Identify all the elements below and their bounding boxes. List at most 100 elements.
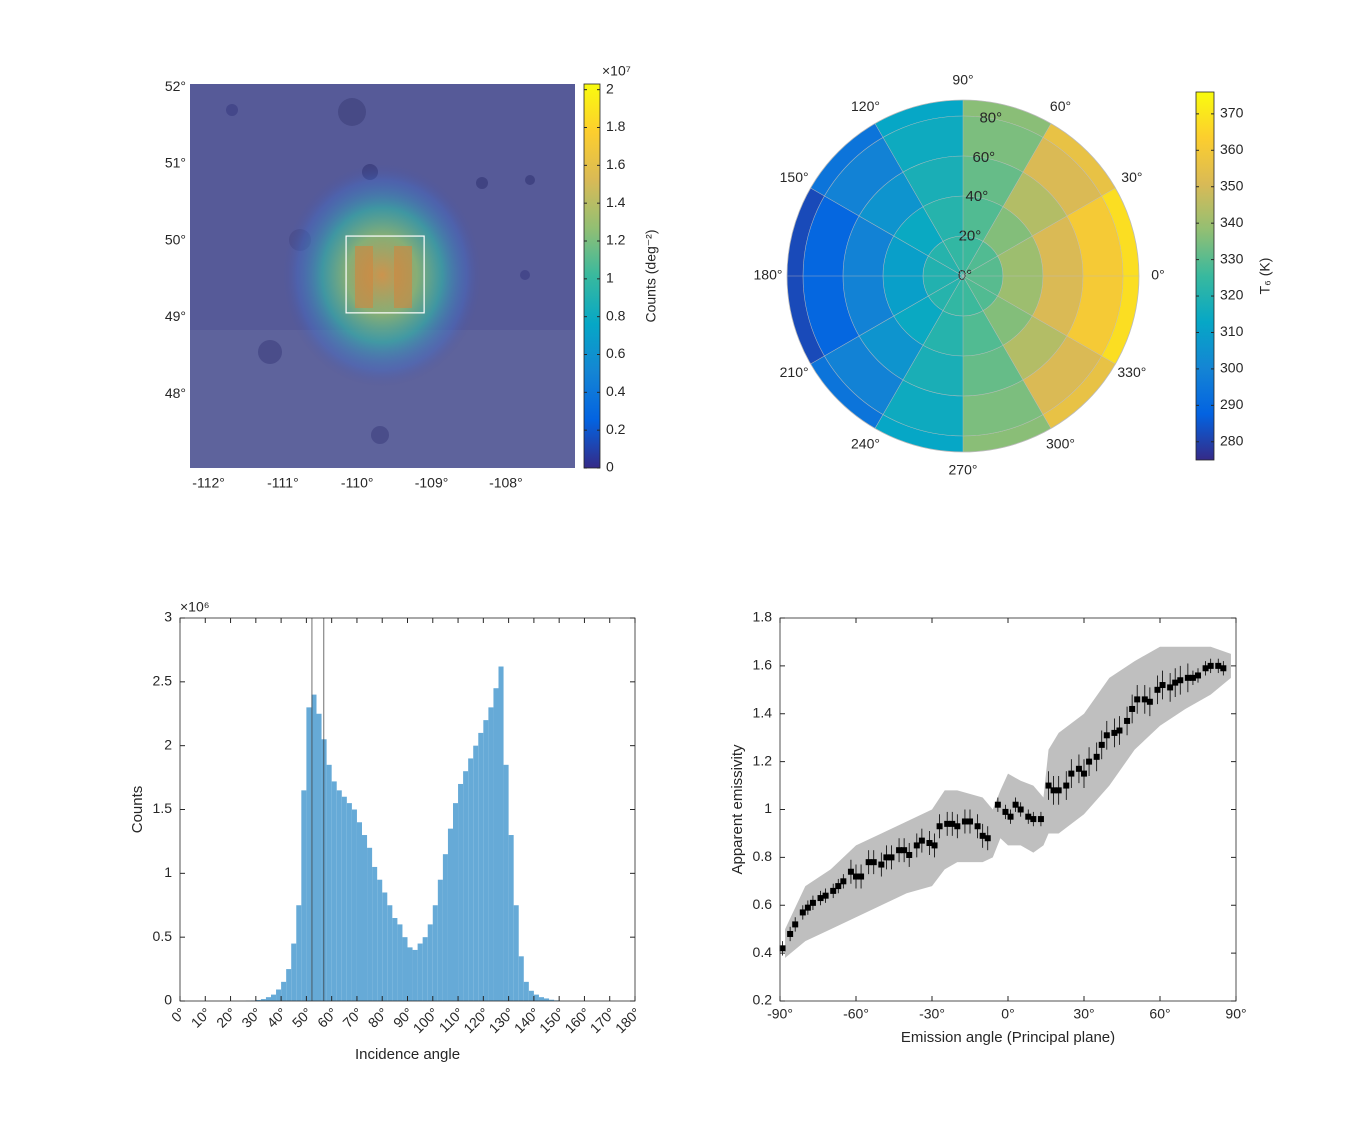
colorbar-tick-label: 1 <box>606 270 614 286</box>
mean-point <box>810 900 816 906</box>
histogram-bar <box>301 790 306 1001</box>
histogram-bar <box>453 803 458 1001</box>
mean-point <box>1094 754 1100 760</box>
mean-point <box>1030 816 1036 822</box>
histogram-bar <box>347 803 352 1001</box>
x-tick-label: -110° <box>341 475 374 491</box>
y-tick-label: 2 <box>164 736 172 752</box>
mean-point <box>937 823 943 829</box>
mean-point <box>858 874 864 880</box>
mean-point <box>878 862 884 868</box>
y-tick-label: 48° <box>165 385 186 401</box>
histogram-bar <box>357 822 362 1001</box>
y-tick-label: 0.5 <box>153 928 173 944</box>
y-tick-label: 2.5 <box>153 673 173 689</box>
mean-point <box>1056 787 1062 793</box>
y-tick-label: 0.2 <box>753 992 773 1008</box>
x-tick-label: 40° <box>264 1004 290 1030</box>
x-tick-label: 60° <box>314 1004 340 1030</box>
colorbar <box>1196 92 1214 460</box>
x-tick-label: 120° <box>460 1004 492 1036</box>
theta-tick-label: 180° <box>754 267 783 283</box>
x-tick-label: -112° <box>192 475 225 491</box>
x-tick-label: -30° <box>919 1006 945 1022</box>
x-tick-label: 10° <box>188 1004 214 1030</box>
mean-point <box>1063 783 1069 789</box>
histogram-bar <box>291 944 296 1001</box>
colorbar-tick-label: 0.6 <box>606 345 626 361</box>
histogram-bar <box>286 969 291 1001</box>
colorbar-tick-label: 310 <box>1220 323 1244 339</box>
histogram-bar <box>327 765 332 1001</box>
mean-point <box>967 818 973 824</box>
colorbar-tick-label: 290 <box>1220 396 1244 412</box>
mean-point <box>871 859 877 865</box>
colorbar-label: Counts (deg⁻²) <box>643 230 659 323</box>
histogram-bar <box>499 667 504 1001</box>
y-tick-label: 1.5 <box>153 800 173 816</box>
x-tick-label: 80° <box>365 1004 391 1030</box>
theta-tick-label: 90° <box>952 72 973 88</box>
theta-tick-label: 150° <box>780 169 809 185</box>
mean-point <box>906 852 912 858</box>
r-tick-label: 40° <box>966 188 989 205</box>
colorbar-tick-label: 280 <box>1220 432 1244 448</box>
histogram-bar <box>362 835 367 1001</box>
x-tick-label: 30° <box>1073 1006 1094 1022</box>
x-tick-label: 60° <box>1149 1006 1170 1022</box>
x-tick-label: -111° <box>267 475 299 491</box>
colorbar-tick-label: 0.4 <box>606 383 626 399</box>
histogram-bar <box>519 956 524 1001</box>
histogram-bar <box>342 797 347 1001</box>
histogram-bar <box>337 790 342 1001</box>
mean-point <box>787 931 793 937</box>
theta-tick-label: 210° <box>780 364 809 380</box>
y-tick-label: 0 <box>164 992 172 1008</box>
histogram-bar <box>473 746 478 1001</box>
mean-point <box>840 878 846 884</box>
colorbar-tick-label: 370 <box>1220 105 1244 121</box>
mean-point <box>1086 759 1092 765</box>
x-axis-label: Emission angle (Principal plane) <box>901 1029 1115 1046</box>
mean-point <box>823 893 829 899</box>
mean-point <box>780 945 786 951</box>
histogram-bar <box>448 829 453 1001</box>
colorbar-tick-label: 300 <box>1220 360 1244 376</box>
y-tick-label: 1.6 <box>753 657 773 673</box>
histogram-bar <box>488 707 493 1001</box>
x-tick-label: 140° <box>511 1004 543 1036</box>
x-tick-label: 90° <box>1225 1006 1246 1022</box>
x-tick-label: 180° <box>612 1004 644 1036</box>
histogram-bar <box>392 918 397 1001</box>
mean-point <box>1008 814 1014 820</box>
y-tick-label: 51° <box>165 155 186 171</box>
mean-point <box>1177 677 1183 683</box>
colorbar-tick-label: 360 <box>1220 141 1244 157</box>
mean-point <box>954 823 960 829</box>
colorbar-tick-label: 1.6 <box>606 156 626 172</box>
histogram-bar <box>418 944 423 1001</box>
x-tick-label: 0° <box>1001 1006 1014 1022</box>
y-multiplier: ×10⁶ <box>180 599 210 615</box>
map-image <box>190 84 575 468</box>
histogram-bar <box>423 937 428 1001</box>
mean-point <box>1134 696 1140 702</box>
y-tick-label: 1.2 <box>753 752 773 768</box>
histogram-bar <box>271 995 276 1001</box>
mean-point <box>1116 728 1122 734</box>
y-tick-label: 1.4 <box>753 704 773 720</box>
x-tick-label: 100° <box>410 1004 442 1036</box>
colorbar-tick-label: 1.4 <box>606 194 626 210</box>
histogram-bar <box>296 905 301 1001</box>
theta-tick-label: 270° <box>949 462 978 478</box>
colorbar-tick-label: 330 <box>1220 250 1244 266</box>
histogram-bar <box>433 905 438 1001</box>
y-tick-label: 52° <box>165 78 186 94</box>
theta-tick-label: 330° <box>1117 364 1146 380</box>
y-tick-label: 0.8 <box>753 848 773 864</box>
histogram-bar <box>332 781 337 1001</box>
x-tick-label: 20° <box>213 1004 239 1030</box>
y-tick-label: 0.4 <box>753 944 773 960</box>
colorbar-tick-label: 0 <box>606 459 614 475</box>
